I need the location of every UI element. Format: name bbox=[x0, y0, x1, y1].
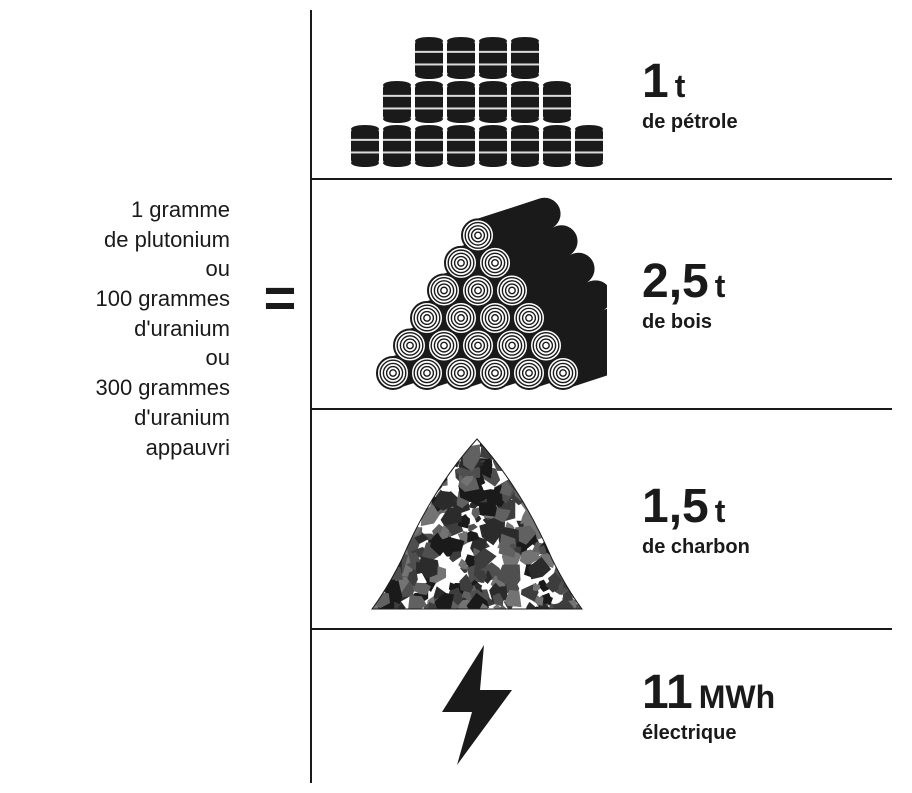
bois-value: 2,5 bbox=[642, 254, 709, 309]
left-line-7: d'uranium bbox=[134, 405, 230, 430]
left-line-6: 300 grammes bbox=[95, 375, 230, 400]
left-line-3: 100 grammes bbox=[95, 286, 230, 311]
elec-value: 11 bbox=[642, 665, 693, 720]
infographic-container: 1 gramme de plutonium ou 100 grammes d'u… bbox=[0, 0, 912, 793]
right-column: 1t de pétrole 2,5t de bois bbox=[310, 10, 892, 783]
icon-cell-elec bbox=[332, 640, 622, 770]
label-cell-bois: 2,5t de bois bbox=[622, 254, 892, 334]
charbon-unit: t bbox=[715, 493, 726, 529]
bois-desc: de bois bbox=[642, 311, 892, 334]
petrole-desc: de pétrole bbox=[642, 111, 892, 134]
wood-logs-icon bbox=[347, 189, 607, 399]
charbon-value: 1,5 bbox=[642, 479, 709, 534]
row-elec: 11MWh électrique bbox=[312, 630, 892, 780]
row-charbon: 1,5t de charbon bbox=[312, 410, 892, 630]
coal-pile-icon bbox=[347, 419, 607, 619]
label-cell-elec: 11MWh électrique bbox=[622, 665, 892, 745]
left-line-1: de plutonium bbox=[104, 227, 230, 252]
left-line-2: ou bbox=[206, 256, 230, 281]
equals-column: = bbox=[250, 10, 310, 783]
oil-barrels-icon bbox=[347, 19, 607, 169]
icon-cell-petrole bbox=[332, 19, 622, 169]
left-line-4: d'uranium bbox=[134, 316, 230, 341]
left-line-5: ou bbox=[206, 345, 230, 370]
petrole-unit: t bbox=[675, 68, 686, 104]
bois-unit: t bbox=[715, 268, 726, 304]
charbon-desc: de charbon bbox=[642, 536, 892, 559]
nuclear-equivalence-text: 1 gramme de plutonium ou 100 grammes d'u… bbox=[95, 195, 230, 462]
label-cell-charbon: 1,5t de charbon bbox=[622, 479, 892, 559]
lightning-bolt-icon bbox=[422, 640, 532, 770]
icon-cell-charbon bbox=[332, 419, 622, 619]
label-cell-petrole: 1t de pétrole bbox=[622, 54, 892, 134]
equals-sign: = bbox=[264, 270, 297, 326]
left-line-0: 1 gramme bbox=[131, 197, 230, 222]
petrole-value: 1 bbox=[642, 54, 669, 109]
elec-desc: électrique bbox=[642, 722, 892, 745]
left-column: 1 gramme de plutonium ou 100 grammes d'u… bbox=[0, 10, 250, 783]
left-line-8: appauvri bbox=[146, 435, 230, 460]
icon-cell-bois bbox=[332, 189, 622, 399]
elec-unit: MWh bbox=[699, 679, 775, 715]
row-petrole: 1t de pétrole bbox=[312, 10, 892, 180]
row-bois: 2,5t de bois bbox=[312, 180, 892, 410]
